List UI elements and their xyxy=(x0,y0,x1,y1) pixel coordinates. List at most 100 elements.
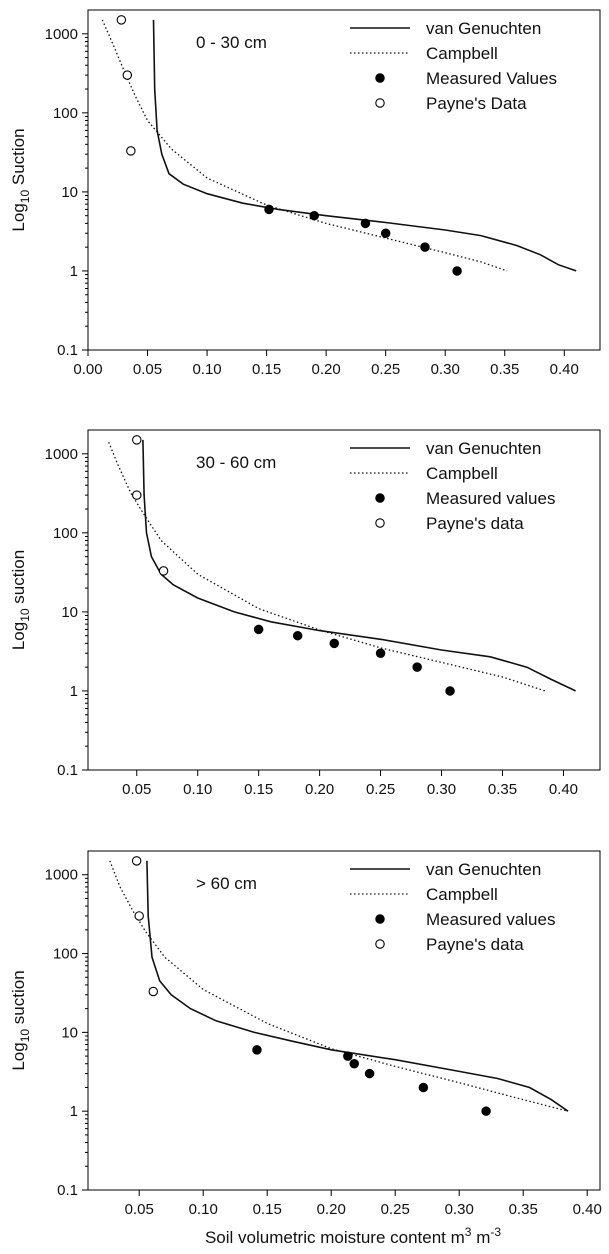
panel-depth-label: 0 - 30 cm xyxy=(196,33,267,52)
data-point-open xyxy=(132,490,142,500)
x-tick-label: 0.35 xyxy=(509,1201,538,1218)
chart-panel-3: 0.05 0.10 0.15 0.20 0.25 0.30 0.35 0.40 0.1 1 10 10… xyxy=(9,850,602,1218)
legend-entry: van Genuchten xyxy=(426,439,541,458)
data-point-filled xyxy=(481,1106,491,1116)
data-point-filled xyxy=(445,686,455,696)
plot-frame xyxy=(87,429,601,771)
x-tick-label: 0.20 xyxy=(312,361,341,378)
legend-entry: Measured Values xyxy=(426,69,557,88)
legend-swatch-open xyxy=(375,518,385,528)
x-axis-label-main: Soil volumetric moisture content m xyxy=(205,1228,465,1247)
data-point-open xyxy=(148,986,159,997)
y-tick-label: 1 xyxy=(70,1103,78,1120)
data-point-filled xyxy=(309,210,319,221)
data-point-filled xyxy=(252,1045,262,1055)
y-tick-label: 1 xyxy=(70,683,78,700)
x-tick-label: 0.15 xyxy=(252,361,281,378)
y-axis-label-prefix: Log xyxy=(9,203,28,231)
y-axis-label-subscript: 10 xyxy=(18,1029,32,1043)
x-tick-label: 0.15 xyxy=(253,1201,282,1218)
data-point-filled xyxy=(452,266,462,276)
data-point-filled xyxy=(418,1082,429,1093)
y-axis-label-suffix: Suction xyxy=(9,128,28,189)
data-point-filled xyxy=(343,1051,353,1061)
data-point-filled xyxy=(349,1058,359,1069)
legend-swatch-filled xyxy=(375,914,385,924)
data-point-filled xyxy=(329,638,339,649)
chart-panel-1: 0.00 0.05 0.10 0.15 0.20 0.25 0.30 0.35 0.40 0.1 1… xyxy=(9,9,601,378)
legend-entry: Measured values xyxy=(426,489,555,508)
legend-swatch-open xyxy=(375,98,385,108)
y-tick-label: 0.1 xyxy=(57,342,78,359)
data-point-filled xyxy=(253,624,264,635)
x-tick-label: 0.10 xyxy=(189,1201,218,1218)
x-tick-label: 0.05 xyxy=(133,361,162,378)
y-tick-label: 100 xyxy=(53,525,78,542)
series-line-dotted xyxy=(109,860,569,1112)
data-point-filled xyxy=(264,204,274,215)
legend-entry: Payne's Data xyxy=(426,94,527,113)
data-point-filled xyxy=(292,630,303,641)
x-tick-label: 0.30 xyxy=(445,1201,474,1218)
plot-frame xyxy=(87,9,601,351)
x-tick-label: 0.10 xyxy=(192,361,221,378)
legend-entry: van Genuchten xyxy=(426,19,541,38)
series-line-solid xyxy=(146,860,569,1112)
data-point-filled xyxy=(364,1068,375,1079)
data-point-filled xyxy=(412,662,422,672)
x-tick-label: 0.30 xyxy=(427,781,456,798)
series-line-dotted xyxy=(108,441,546,692)
x-tick-label: 0.05 xyxy=(125,1201,154,1218)
data-point-filled xyxy=(360,218,371,229)
x-axis-label-sup1: 3 xyxy=(465,1225,472,1239)
x-axis-label-mid: m xyxy=(471,1228,490,1247)
panel-depth-label: 30 - 60 cm xyxy=(196,453,276,472)
x-tick-label: 0.25 xyxy=(371,361,400,378)
x-tick-label: 0.15 xyxy=(244,781,273,798)
x-tick-label: 0.20 xyxy=(305,781,334,798)
data-point-filled xyxy=(375,648,386,658)
data-point-filled xyxy=(380,228,391,238)
y-axis-label-subscript: 10 xyxy=(18,608,32,622)
x-tick-label: 0.40 xyxy=(549,781,578,798)
data-point-filled xyxy=(420,242,430,252)
y-axis-label-subscript: 10 xyxy=(18,190,32,204)
x-tick-label: 0.40 xyxy=(550,361,579,378)
data-point-open xyxy=(132,435,142,445)
legend-entry: Campbell xyxy=(426,44,498,63)
y-tick-label: 100 xyxy=(53,946,78,963)
y-tick-label: 10 xyxy=(61,184,78,201)
legend-swatch-filled xyxy=(375,493,385,503)
x-axis-label-sup2: -3 xyxy=(490,1225,501,1239)
y-tick-label: 10 xyxy=(61,604,78,621)
data-point-open xyxy=(134,911,144,921)
x-tick-label: 0.35 xyxy=(490,361,519,378)
x-tick-label: 0.10 xyxy=(183,781,212,798)
legend-entry: Payne's data xyxy=(426,514,524,533)
x-tick-label: 0.20 xyxy=(317,1201,346,1218)
y-axis-label: Log10 Suction xyxy=(9,128,32,231)
y-axis-label: Log10 suction xyxy=(9,970,32,1070)
y-axis-label: Log10 suction xyxy=(9,550,32,650)
y-tick-label: 1000 xyxy=(45,26,78,43)
y-axis-label-suffix: suction xyxy=(9,970,28,1029)
y-tick-label: 1 xyxy=(70,263,78,280)
x-tick-label: 0.05 xyxy=(122,781,151,798)
plot-frame xyxy=(87,850,601,1191)
panel-depth-label: > 60 cm xyxy=(196,874,257,893)
y-tick-label: 1000 xyxy=(45,867,78,884)
legend-entry: Payne's data xyxy=(426,935,524,954)
legend-entry: Campbell xyxy=(426,885,498,904)
data-point-open xyxy=(126,146,136,156)
x-tick-label: 0.00 xyxy=(73,361,102,378)
chart-panels: 0.00 0.05 0.10 0.15 0.20 0.25 0.30 0.35 0.40 0.1 1… xyxy=(9,9,602,1218)
figure-x-axis-label: Soil volumetric moisture content m3 m-3 xyxy=(205,1225,501,1247)
series-line-solid xyxy=(142,439,576,692)
series-line-solid xyxy=(152,19,577,272)
data-point-open xyxy=(116,15,127,25)
legend-entry: Measured values xyxy=(426,910,555,929)
chart-panel-2: 0.05 0.10 0.15 0.20 0.25 0.30 0.35 0.40 0.1 1 10 10… xyxy=(9,429,601,798)
x-tick-label: 0.25 xyxy=(366,781,395,798)
y-tick-label: 100 xyxy=(53,105,78,122)
legend-swatch-open xyxy=(375,939,385,949)
